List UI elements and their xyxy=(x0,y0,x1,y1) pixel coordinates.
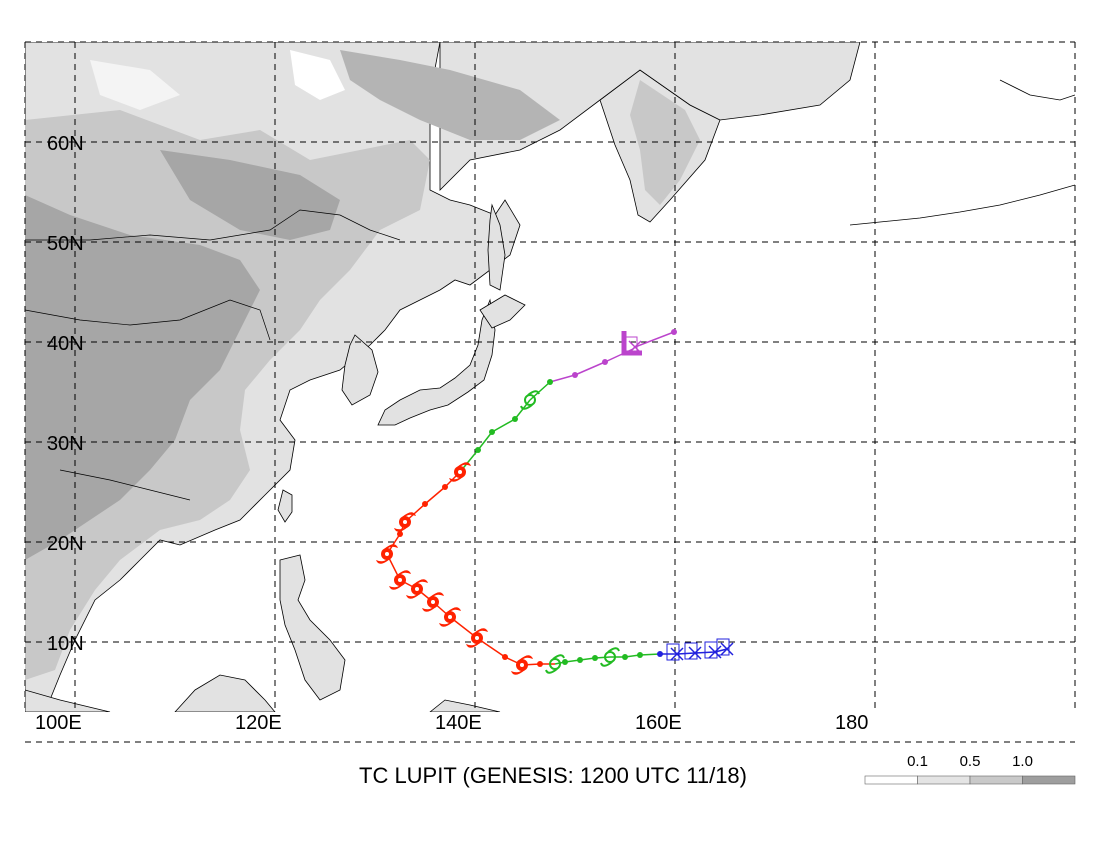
longitude-labels: 100E 120E 140E 160E 180 xyxy=(35,712,868,734)
track-point-typhoon xyxy=(406,579,428,599)
legend-swatch xyxy=(1022,775,1076,785)
track-point xyxy=(397,531,403,537)
legend-label: 0.5 xyxy=(960,753,981,770)
border-lines xyxy=(25,209,401,501)
land-japan xyxy=(377,298,496,426)
track-point xyxy=(537,661,543,667)
track-point xyxy=(512,416,518,422)
lon-tick-label: 160E xyxy=(635,712,682,734)
track-segment xyxy=(676,652,696,655)
track-point-tropical-storm xyxy=(545,654,565,674)
lat-tick-label: 10N xyxy=(47,633,84,655)
land-taiwan xyxy=(277,489,293,523)
lon-tick-label: 140E xyxy=(435,712,482,734)
land-sakhalin xyxy=(487,203,506,291)
track-point xyxy=(572,372,578,378)
track-point-typhoon xyxy=(389,570,411,590)
track-segment xyxy=(634,331,675,348)
lat-tick-label: 40N xyxy=(47,333,84,355)
track-segment xyxy=(639,653,661,656)
lon-tick-label: 120E xyxy=(235,712,282,734)
track-point-typhoon xyxy=(511,655,533,675)
lat-tick-label: 30N xyxy=(47,433,84,455)
track-point xyxy=(637,652,643,658)
track-point-typhoon xyxy=(439,607,461,627)
shading-legend: 0.1 0.5 1.0 xyxy=(864,753,1076,785)
lat-tick-label: 50N xyxy=(47,233,84,255)
legend-label: 1.0 xyxy=(1012,753,1033,770)
land-korea xyxy=(341,334,379,406)
legend-swatch xyxy=(969,775,1023,785)
land-philippines xyxy=(279,554,346,701)
latitude-labels: 10N 20N 30N 40N 50N 60N xyxy=(47,133,84,655)
track-point xyxy=(502,654,508,660)
terrain-white-patch xyxy=(290,50,345,100)
map-title: TC LUPIT (GENESIS: 1200 UTC 11/18) xyxy=(359,763,747,788)
track-point xyxy=(622,654,628,660)
track-point-typhoon xyxy=(466,628,488,648)
track-point xyxy=(577,657,583,663)
land-hokkaido xyxy=(479,294,526,329)
track-point xyxy=(562,659,568,665)
graticule xyxy=(24,41,1076,743)
track-point-typhoon xyxy=(422,592,444,612)
legend-label: 0.1 xyxy=(907,753,928,770)
track-point xyxy=(489,429,495,435)
track-point xyxy=(422,501,428,507)
legend-swatch xyxy=(864,775,918,785)
track-point xyxy=(475,447,481,453)
track-segment xyxy=(491,418,516,433)
land-new-guinea xyxy=(429,699,501,712)
land-borneo-indonesia xyxy=(25,674,276,712)
track-point-typhoon xyxy=(394,512,416,532)
terrain-high xyxy=(25,195,260,560)
map-area xyxy=(25,42,1075,712)
track-segment xyxy=(574,361,606,376)
track-point-disturbance xyxy=(624,336,642,354)
lon-tick-label: 180 xyxy=(835,712,868,734)
legend-swatch xyxy=(917,775,971,785)
track-segment xyxy=(514,399,531,420)
track-point-disturbance xyxy=(704,641,722,659)
track-segment xyxy=(477,431,493,451)
track-point xyxy=(442,484,448,490)
land-alaska xyxy=(849,79,1075,226)
lat-tick-label: 60N xyxy=(47,133,84,155)
track-point xyxy=(657,651,663,657)
track-point-tropical-storm xyxy=(520,390,540,410)
track-point xyxy=(547,379,553,385)
land-siberia-east xyxy=(439,42,861,191)
track-segment xyxy=(549,374,576,383)
track-segment xyxy=(424,486,446,505)
track-point-typhoon xyxy=(376,544,398,564)
lat-tick-label: 20N xyxy=(47,533,84,555)
track-point-disturbance xyxy=(666,643,684,661)
track-point-tropical-storm xyxy=(600,647,620,667)
track-point-disturbance xyxy=(684,642,702,660)
track-point-typhoon xyxy=(449,462,471,482)
track-point xyxy=(602,359,608,365)
storm-track xyxy=(376,329,734,675)
lon-tick-label: 100E xyxy=(35,712,82,734)
track-point xyxy=(592,655,598,661)
terrain-high-siberia xyxy=(340,50,560,140)
track-point xyxy=(671,329,677,335)
terrain-white-patch-2 xyxy=(90,60,180,110)
terrain-high-mongolia xyxy=(160,150,340,240)
